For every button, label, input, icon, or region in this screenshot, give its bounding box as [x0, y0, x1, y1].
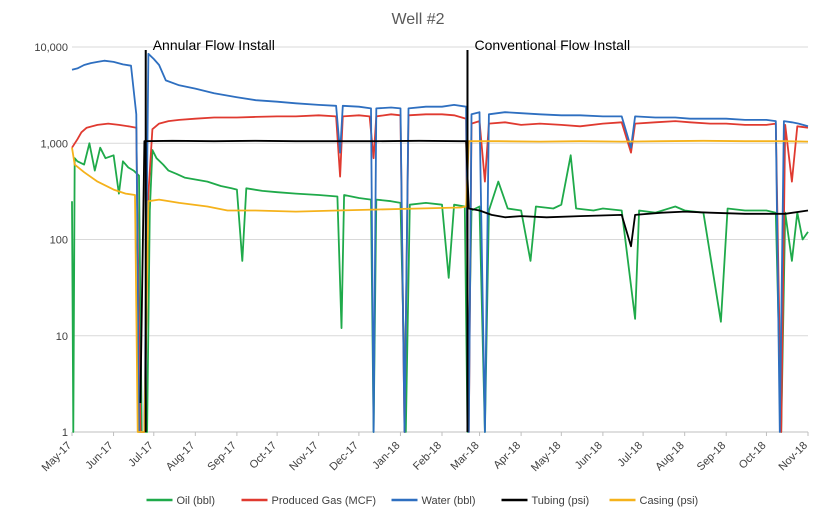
legend-label: Casing (psi) — [640, 495, 699, 507]
y-axis-ticks: 1 10 100 1,000 10,000 — [34, 42, 68, 439]
x-tick-label: Jun-17 — [83, 440, 115, 472]
y-tick-label: 1 — [62, 427, 68, 439]
annotation-label: Conventional Flow Install — [474, 37, 630, 53]
x-tick-label: Oct-17 — [247, 440, 279, 472]
series-line — [71, 142, 809, 433]
x-tick-label: Sep-18 — [695, 440, 729, 474]
x-tick-label: May-18 — [529, 440, 563, 474]
y-tick-label: 100 — [50, 235, 68, 247]
x-tick-label: Nov-17 — [287, 440, 321, 474]
legend-label: Produced Gas (MCF) — [272, 495, 377, 507]
series-lines — [71, 52, 809, 433]
x-tick-label: Feb-18 — [411, 440, 444, 473]
x-tick-label: Oct-18 — [737, 440, 769, 472]
x-tick-label: Sep-17 — [205, 440, 239, 474]
series-line — [71, 52, 809, 433]
legend-label: Water (bbl) — [422, 495, 476, 507]
x-tick-label: May-17 — [40, 440, 74, 474]
series-line — [71, 113, 809, 433]
x-tick-label: Aug-18 — [653, 440, 687, 474]
series-line — [139, 139, 809, 404]
annotation-label: Annular Flow Install — [153, 37, 275, 53]
x-tick-label: Jun-18 — [573, 440, 605, 472]
series-line — [71, 139, 809, 433]
x-tick-label: Apr-18 — [491, 440, 523, 472]
event-annotations: Annular Flow Install Conventional Flow In… — [144, 37, 630, 432]
x-axis-ticks: May-17 Jun-17 Jul-17 Aug-17 Sep-17 Oct-17 Nov-… — [40, 432, 810, 474]
x-tick-label: Nov-18 — [777, 440, 811, 474]
x-tick-label: Jan-18 — [370, 440, 402, 472]
legend-label: Tubing (psi) — [532, 495, 590, 507]
x-tick-label: Dec-17 — [327, 440, 361, 474]
gridlines — [72, 46, 808, 433]
x-tick-label: Jul-18 — [616, 440, 646, 470]
x-tick-label: Aug-17 — [164, 440, 198, 474]
legend-label: Oil (bbl) — [177, 495, 216, 507]
chart-title: Well #2 — [391, 11, 444, 28]
x-tick-label: Mar-18 — [449, 440, 482, 473]
y-tick-label: 1,000 — [40, 138, 68, 150]
legend: Oil (bbl) Produced Gas (MCF) Water (bbl) Tu… — [146, 495, 699, 507]
x-tick-label: Jul-17 — [126, 440, 156, 470]
y-tick-label: 10,000 — [34, 42, 68, 54]
y-tick-label: 10 — [56, 331, 68, 343]
